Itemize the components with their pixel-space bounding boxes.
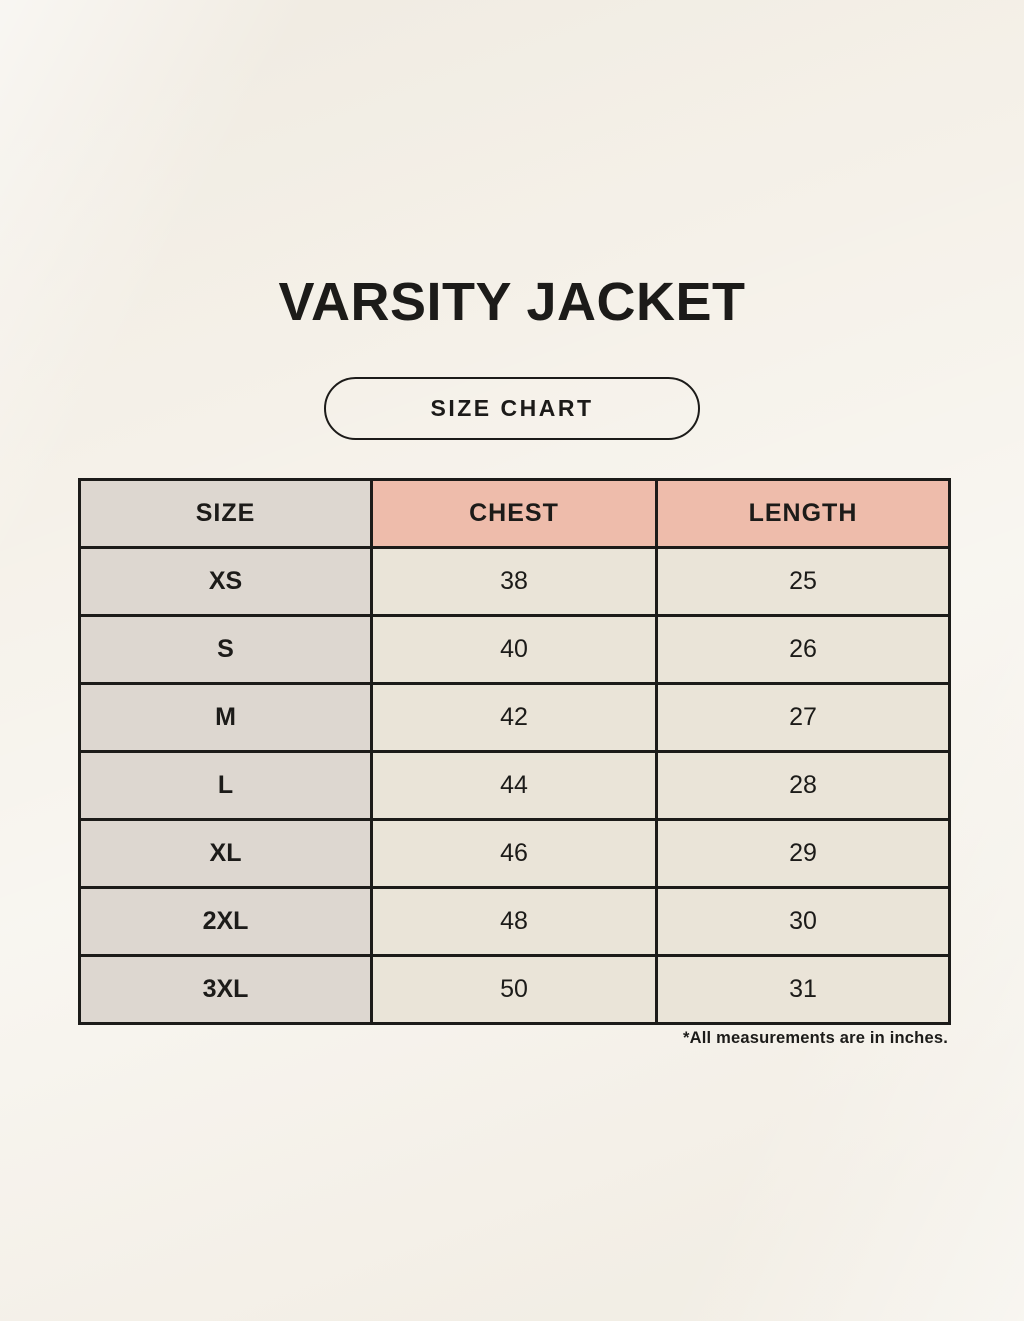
size-cell: 3XL <box>78 954 373 1025</box>
size-cell: L <box>78 750 373 821</box>
size-cell: S <box>78 614 373 685</box>
length-cell: 30 <box>655 886 951 957</box>
column-header-chest: CHEST <box>370 478 658 549</box>
chest-cell: 50 <box>370 954 658 1025</box>
size-chart-table: SIZE CHEST LENGTH XS 38 25 S 40 26 M 42 … <box>78 478 951 1025</box>
chest-cell: 48 <box>370 886 658 957</box>
column-header-size: SIZE <box>78 478 373 549</box>
table-row: M 42 27 <box>78 682 951 753</box>
size-cell: XL <box>78 818 373 889</box>
chest-cell: 44 <box>370 750 658 821</box>
chest-cell: 40 <box>370 614 658 685</box>
chest-cell: 46 <box>370 818 658 889</box>
size-cell: XS <box>78 546 373 617</box>
table-row: 2XL 48 30 <box>78 886 951 957</box>
table-header-row: SIZE CHEST LENGTH <box>78 478 951 549</box>
size-cell: M <box>78 682 373 753</box>
table-row: S 40 26 <box>78 614 951 685</box>
table-row: XS 38 25 <box>78 546 951 617</box>
length-cell: 27 <box>655 682 951 753</box>
table-row: L 44 28 <box>78 750 951 821</box>
size-cell: 2XL <box>78 886 373 957</box>
length-cell: 31 <box>655 954 951 1025</box>
length-cell: 26 <box>655 614 951 685</box>
table-row: XL 46 29 <box>78 818 951 889</box>
chest-cell: 38 <box>370 546 658 617</box>
length-cell: 28 <box>655 750 951 821</box>
measurements-footnote: *All measurements are in inches. <box>682 1029 948 1047</box>
length-cell: 25 <box>655 546 951 617</box>
column-header-length: LENGTH <box>655 478 951 549</box>
chest-cell: 42 <box>370 682 658 753</box>
page-title: VARSITY JACKET <box>278 272 746 332</box>
table-row: 3XL 50 31 <box>78 954 951 1025</box>
size-chart-button[interactable]: SIZE CHART <box>324 377 700 440</box>
length-cell: 29 <box>655 818 951 889</box>
